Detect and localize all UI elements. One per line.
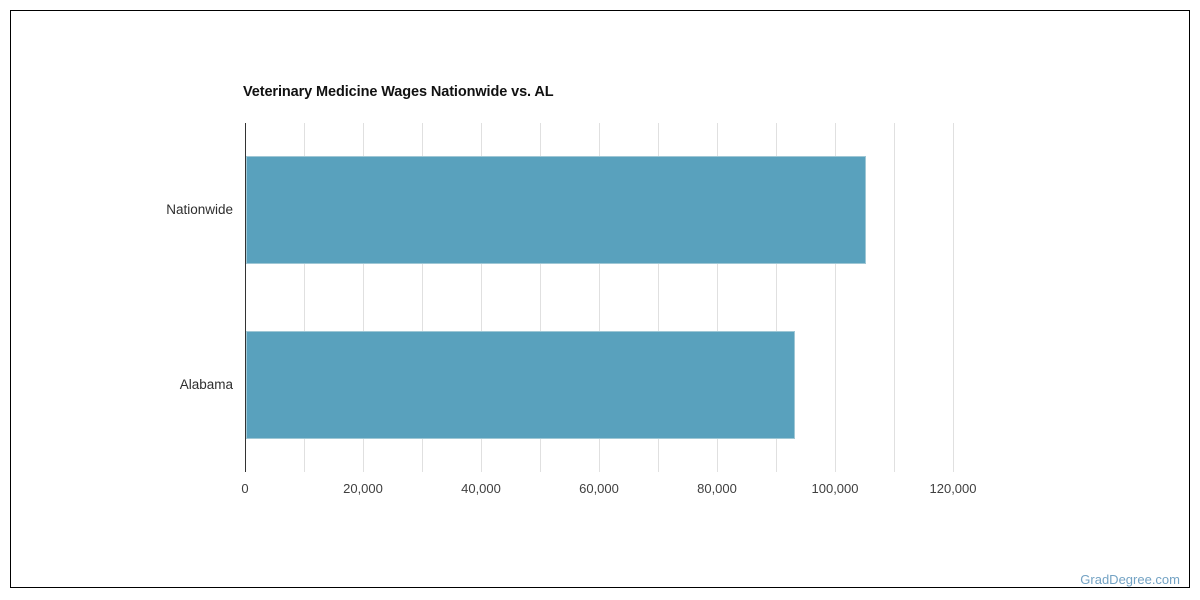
chart-frame [10, 10, 1190, 588]
watermark-link[interactable]: GradDegree.com [1080, 572, 1180, 587]
gridline [599, 123, 600, 472]
x-tick-label: 80,000 [697, 481, 737, 496]
gridline [304, 123, 305, 472]
chart-title: Veterinary Medicine Wages Nationwide vs.… [243, 84, 554, 100]
category-label-alabama: Alabama [179, 376, 233, 392]
y-axis-line [245, 123, 246, 472]
plot-area [245, 123, 954, 472]
bar-alabama [246, 330, 795, 439]
gridline [894, 123, 895, 472]
x-tick-label: 0 [241, 481, 249, 496]
gridline [363, 123, 364, 472]
x-tick-label: 20,000 [343, 481, 383, 496]
category-label-nationwide: Nationwide [166, 202, 233, 218]
gridline [540, 123, 541, 472]
x-tick-label: 100,000 [811, 481, 859, 496]
gridline [776, 123, 777, 472]
gridline [481, 123, 482, 472]
gridline [658, 123, 659, 472]
bar-nationwide [246, 156, 866, 265]
gridline [717, 123, 718, 472]
x-tick-label: 60,000 [579, 481, 619, 496]
gridline [422, 123, 423, 472]
x-tick-label: 120,000 [929, 481, 977, 496]
x-tick-label: 40,000 [461, 481, 501, 496]
gridline [835, 123, 836, 472]
gridline [953, 123, 954, 472]
